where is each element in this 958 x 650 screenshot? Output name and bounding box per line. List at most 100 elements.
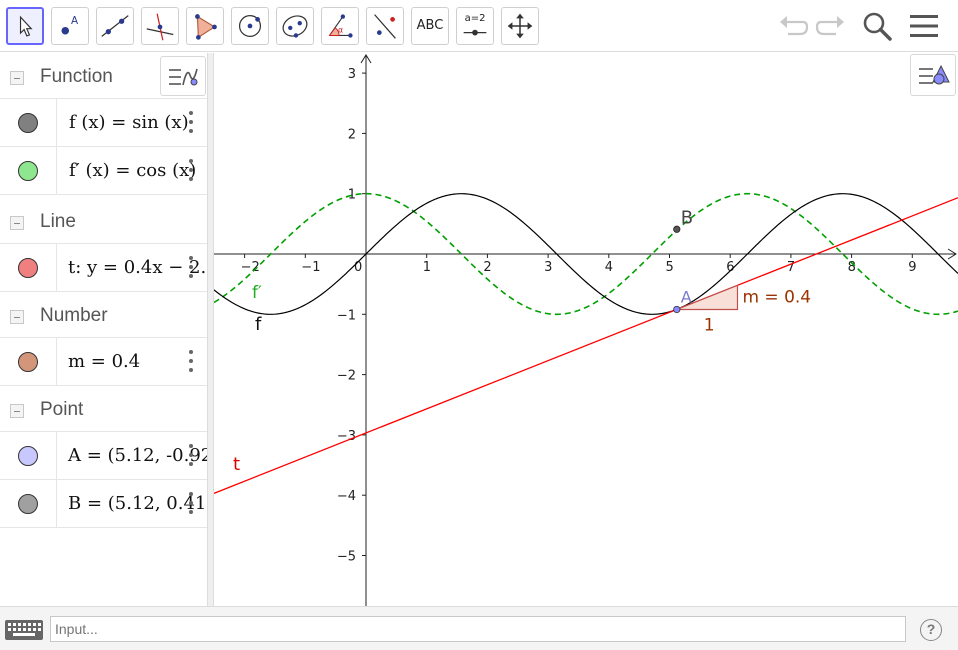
x-tick-label: 8	[848, 260, 856, 275]
y-tick-label: −5	[337, 550, 356, 565]
collapse-icon[interactable]	[10, 310, 24, 324]
more-options-icon[interactable]	[184, 441, 198, 469]
label-t: t	[233, 454, 240, 475]
visibility-toggle[interactable]	[0, 99, 57, 146]
graphics-canvas[interactable]: −2 −1 0 1 2 3 4 5 6 7 8 9 3 2 1 −1 −2 −3 −4 −5 f f′ t A Bm = 0.4…	[214, 53, 958, 606]
perpendicular-line-icon	[146, 13, 174, 41]
graphics-style-bar-button[interactable]	[910, 54, 956, 96]
arrow-cursor-icon	[19, 15, 33, 37]
line-through-two-points-icon	[101, 15, 129, 37]
search-icon	[863, 12, 892, 41]
x-tick-label: −2	[241, 260, 260, 275]
y-tick-label: −4	[337, 489, 356, 504]
group-label: Number	[40, 305, 108, 326]
more-options-icon[interactable]	[184, 156, 198, 184]
x-tick-label: 5	[666, 260, 674, 275]
perpendicular-tool[interactable]	[141, 7, 179, 45]
algebra-expression[interactable]: f (x) = sin (x)	[69, 112, 189, 133]
point-tool[interactable]: A	[51, 7, 89, 45]
label-fprime: f′	[252, 283, 262, 303]
group-number[interactable]: Number	[0, 292, 207, 338]
line-tool[interactable]	[96, 7, 134, 45]
view-splitter[interactable]	[207, 53, 214, 606]
curve-fprime	[214, 192, 958, 316]
more-options-icon[interactable]	[184, 489, 198, 517]
x-tick-label: 3	[544, 260, 552, 275]
label-B: B	[681, 207, 693, 228]
collapse-icon[interactable]	[10, 71, 24, 85]
more-options-icon[interactable]	[184, 108, 198, 136]
polygon-tool[interactable]	[186, 7, 224, 45]
group-line[interactable]: Line	[0, 198, 207, 244]
x-axis-arrow-icon	[947, 248, 957, 260]
visibility-dot-icon[interactable]	[18, 258, 38, 278]
reflect-about-line-icon	[374, 14, 396, 39]
algebra-item-f[interactable]: f (x) = sin (x)	[0, 99, 207, 147]
group-point[interactable]: Point	[0, 386, 207, 432]
visibility-dot-icon[interactable]	[18, 494, 38, 514]
label-A: A	[681, 287, 692, 306]
more-options-icon[interactable]	[184, 347, 198, 375]
algebra-item-A[interactable]: A = (5.12, -0.92)	[0, 432, 207, 480]
algebra-item-fprime[interactable]: f′ (x) = cos (x)	[0, 147, 207, 195]
slider-tool[interactable]: a=2	[456, 7, 494, 45]
visibility-toggle[interactable]	[0, 244, 57, 291]
y-tick-label: −1	[337, 308, 356, 323]
help-icon[interactable]: ?	[920, 619, 942, 641]
circle-tool[interactable]	[231, 7, 269, 45]
point-icon: A	[61, 15, 79, 35]
visibility-dot-icon[interactable]	[18, 352, 38, 372]
visibility-dot-icon[interactable]	[18, 161, 38, 181]
point-A-icon	[673, 305, 681, 314]
algebra-expression[interactable]: m = 0.4	[68, 351, 141, 372]
algebra-item-t[interactable]: t: y = 0.4x − 2.	[0, 244, 207, 292]
algebra-expression[interactable]: t: y = 0.4x − 2.	[68, 257, 207, 278]
x-tick-label: 2	[483, 260, 491, 275]
collapse-icon[interactable]	[10, 216, 24, 230]
text-icon: ABC	[416, 18, 444, 33]
algebra-expression[interactable]: f′ (x) = cos (x)	[69, 160, 197, 181]
label-slope-m: m = 0.4	[742, 287, 811, 307]
visibility-toggle[interactable]	[0, 432, 57, 479]
y-tick-label: −3	[337, 429, 356, 444]
svg-text:A: A	[71, 15, 79, 27]
ellipse-icon	[282, 15, 308, 38]
move-graphics-tool[interactable]	[501, 7, 539, 45]
search-button[interactable]	[859, 8, 895, 44]
redo-button[interactable]	[812, 8, 848, 44]
y-axis-arrow-icon	[360, 54, 372, 64]
slider-track-icon	[463, 29, 487, 36]
y-tick-label: 3	[348, 67, 356, 82]
x-tick-label: 6	[726, 260, 734, 275]
algebra-style-bar-button[interactable]	[160, 56, 206, 96]
visibility-toggle[interactable]	[0, 338, 57, 385]
y-tick-label: 2	[348, 127, 356, 142]
conic-tool[interactable]	[276, 7, 314, 45]
algebra-item-m[interactable]: m = 0.4	[0, 338, 207, 386]
algebra-item-B[interactable]: B = (5.12, 0.41)	[0, 480, 207, 528]
algebra-expression[interactable]: B = (5.12, 0.41)	[68, 493, 207, 514]
move-graphics-icon	[507, 13, 533, 39]
visibility-dot-icon[interactable]	[18, 446, 38, 466]
group-function[interactable]: Function	[0, 53, 207, 99]
group-label: Point	[40, 399, 84, 420]
keyboard-button[interactable]	[4, 617, 44, 643]
y-tick-label: −2	[337, 369, 356, 384]
text-tool[interactable]: ABC	[411, 7, 449, 45]
more-options-icon[interactable]	[184, 253, 198, 281]
angle-tool[interactable]: α	[321, 7, 359, 45]
collapse-icon[interactable]	[10, 404, 24, 418]
reflect-tool[interactable]	[366, 7, 404, 45]
visibility-toggle[interactable]	[0, 147, 57, 194]
undo-button[interactable]	[776, 8, 812, 44]
menu-button[interactable]	[906, 8, 942, 44]
move-tool[interactable]	[6, 7, 44, 45]
algebra-view: Function f (x) = sin (x) f′ (x) = cos (x…	[0, 53, 207, 606]
algebra-expression[interactable]: A = (5.12, -0.92)	[68, 445, 207, 466]
visibility-dot-icon[interactable]	[18, 113, 38, 133]
line-t	[214, 197, 958, 494]
input-field[interactable]	[50, 616, 906, 642]
visibility-toggle[interactable]	[0, 480, 57, 527]
group-label: Line	[40, 211, 76, 232]
